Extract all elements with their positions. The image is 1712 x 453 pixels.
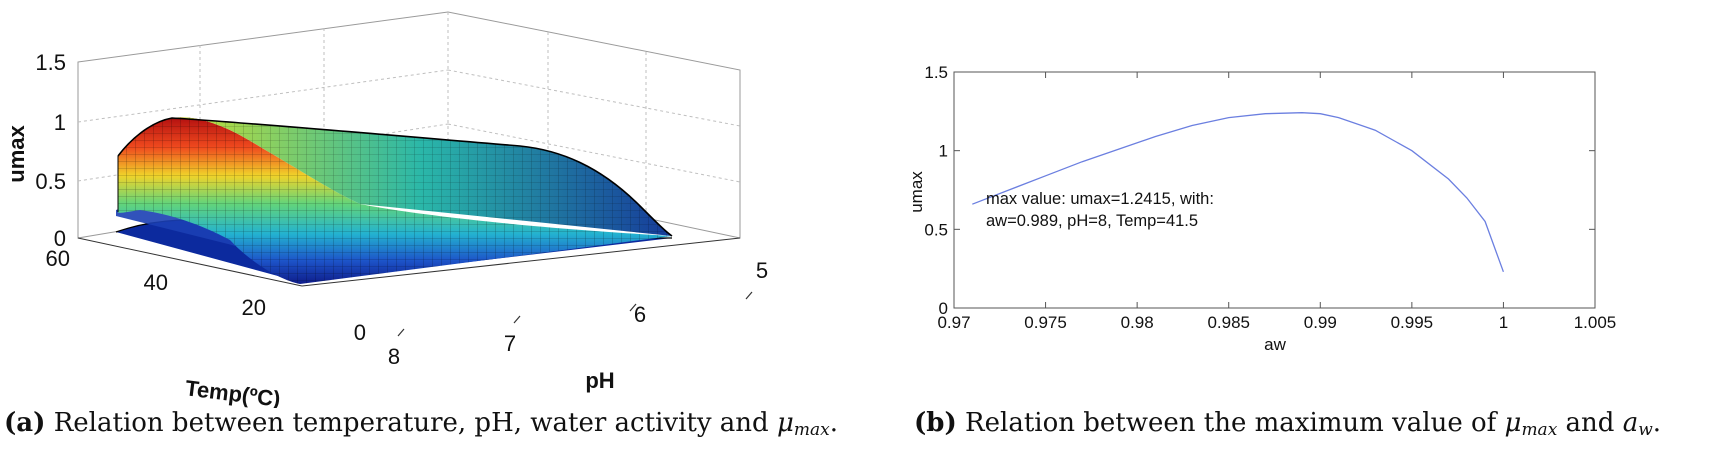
caption-b-symbol-2: a <box>1622 408 1639 438</box>
ph-tick-label: 5 <box>756 258 768 283</box>
line-chart: 0.97 0.975 0.98 0.985 0.99 0.995 1 1.005 0 0.5 1 1… <box>907 63 1616 354</box>
z-axis-label: umax <box>4 125 29 183</box>
y-axis-label: umax <box>907 171 926 213</box>
x-tick-label: 0.97 <box>937 313 970 332</box>
caption-b-subscript: max <box>1521 420 1558 440</box>
surface-plot-3d: 1.5 1 0.5 0 umax 60 40 20 0 Temp(ºC) 8 7… <box>4 11 768 408</box>
x-axis: 0.97 0.975 0.98 0.985 0.99 0.995 1 1.005 <box>937 72 1616 332</box>
surface-main <box>117 117 673 284</box>
caption-b-letter: (b) <box>914 408 957 438</box>
caption-a-subscript: max <box>793 420 830 440</box>
caption-b-end: . <box>1652 408 1662 438</box>
z-tick-label: 1.5 <box>35 50 66 75</box>
annotation-line-2: aw=0.989, pH=8, Temp=41.5 <box>986 212 1198 230</box>
y-axis: 0 0.5 1 1.5 <box>924 63 1595 318</box>
temp-axis: 60 40 20 0 <box>46 246 366 345</box>
plot-area <box>953 71 1596 309</box>
caption-a-end: . <box>829 408 838 438</box>
y-tick-label: 1 <box>939 142 948 161</box>
x-tick-label: 1.005 <box>1574 313 1617 332</box>
caption-a-symbol: μ <box>776 408 794 438</box>
ph-tick-label: 7 <box>504 331 516 356</box>
caption-a: (a) Relation between temperature, pH, wa… <box>4 408 838 440</box>
caption-a-text: Relation between temperature, pH, water … <box>45 408 777 438</box>
temp-axis-label: Temp(ºC) <box>184 375 282 408</box>
x-tick-label: 0.99 <box>1304 313 1337 332</box>
caption-b-subscript-2: w <box>1638 420 1653 440</box>
z-tick-label: 1 <box>54 110 66 135</box>
x-tick-label: 1 <box>1499 313 1508 332</box>
y-tick-label: 0 <box>939 299 948 318</box>
caption-b-symbol: μ <box>1504 408 1522 438</box>
temp-tick-label: 40 <box>144 270 168 295</box>
z-axis: 1.5 1 0.5 0 <box>35 50 66 251</box>
temp-tick-label: 20 <box>242 295 266 320</box>
temp-tick-label: 60 <box>46 246 70 271</box>
caption-b-text: Relation between the maximum value of <box>956 408 1505 438</box>
series-line-umax <box>972 112 1505 273</box>
x-tick-label: 0.98 <box>1121 313 1154 332</box>
y-tick-label: 0.5 <box>924 220 948 239</box>
ph-tick-label: 8 <box>388 344 400 369</box>
x-tick-label: 0.995 <box>1391 313 1434 332</box>
z-tick-label: 0 <box>54 226 66 251</box>
caption-b-middle: and <box>1557 408 1623 438</box>
x-axis-label: aw <box>1264 335 1286 354</box>
y-tick-label: 1.5 <box>924 63 948 82</box>
z-tick-label: 0.5 <box>35 169 66 194</box>
annotation-line-1: max value: umax=1.2415, with: <box>986 190 1214 208</box>
caption-b: (b) Relation between the maximum value o… <box>914 408 1661 440</box>
x-tick-label: 0.985 <box>1207 313 1250 332</box>
caption-a-letter: (a) <box>4 408 46 438</box>
ph-axis-label: pH <box>585 368 614 393</box>
ph-tick-label: 6 <box>634 302 646 327</box>
temp-tick-label: 0 <box>354 320 366 345</box>
ph-axis: 8 7 6 5 <box>388 258 768 369</box>
x-tick-label: 0.975 <box>1024 313 1067 332</box>
